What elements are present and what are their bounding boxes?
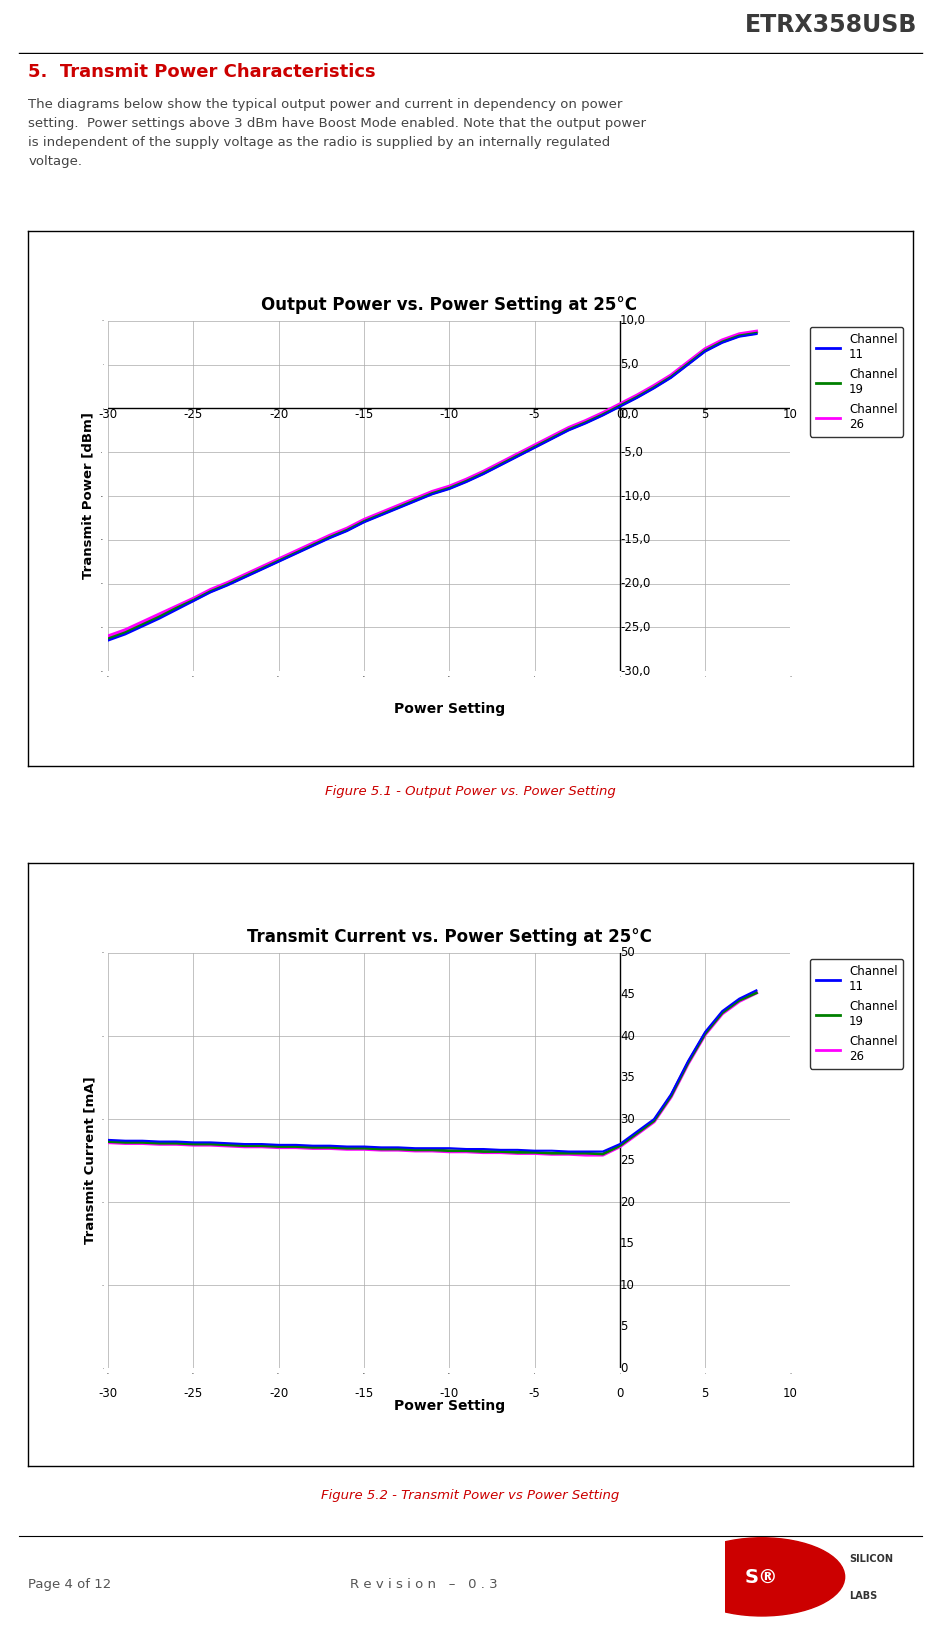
Text: Figure 5.2 - Transmit Power vs Power Setting: Figure 5.2 - Transmit Power vs Power Set…	[322, 1489, 619, 1502]
Text: -30,0: -30,0	[620, 665, 650, 678]
X-axis label: Power Setting: Power Setting	[393, 1399, 505, 1414]
Text: 5.  Transmit Power Characteristics: 5. Transmit Power Characteristics	[28, 62, 375, 81]
Text: 10: 10	[783, 1386, 798, 1399]
Text: 5: 5	[701, 409, 709, 422]
Text: -10,0: -10,0	[620, 490, 650, 502]
Text: -20: -20	[269, 1386, 288, 1399]
Text: 20: 20	[620, 1196, 635, 1209]
Legend: Channel
11, Channel
19, Channel
26: Channel 11, Channel 19, Channel 26	[810, 959, 903, 1069]
Text: 45: 45	[620, 989, 635, 1000]
Text: 30: 30	[620, 1113, 634, 1126]
Text: SILICON: SILICON	[849, 1554, 893, 1564]
Text: 0: 0	[616, 1386, 624, 1399]
Y-axis label: Transmit Current [mA]: Transmit Current [mA]	[83, 1077, 96, 1245]
Text: 25: 25	[620, 1155, 635, 1166]
Text: -30: -30	[99, 409, 118, 422]
Legend: Channel
11, Channel
19, Channel
26: Channel 11, Channel 19, Channel 26	[810, 327, 903, 437]
Text: -20,0: -20,0	[620, 577, 650, 590]
Text: The diagrams below show the typical output power and current in dependency on po: The diagrams below show the typical outp…	[28, 98, 646, 168]
Title: Output Power vs. Power Setting at 25°C: Output Power vs. Power Setting at 25°C	[262, 296, 637, 314]
Text: R e v i s i o n   –   0 . 3: R e v i s i o n – 0 . 3	[350, 1579, 497, 1592]
Text: 50: 50	[620, 946, 634, 959]
Text: 40: 40	[620, 1030, 635, 1043]
Text: -5: -5	[529, 1386, 540, 1399]
Text: -5,0: -5,0	[620, 446, 643, 459]
Text: 10,0: 10,0	[620, 314, 646, 327]
Text: S®: S®	[745, 1567, 778, 1587]
Text: -25,0: -25,0	[620, 621, 650, 634]
Text: 5: 5	[620, 1321, 628, 1333]
Text: -15,0: -15,0	[620, 533, 650, 546]
Text: Figure 5.1 - Output Power vs. Power Setting: Figure 5.1 - Output Power vs. Power Sett…	[326, 785, 615, 798]
Text: ETRX358USB: ETRX358USB	[745, 13, 917, 37]
Text: LABS: LABS	[849, 1592, 877, 1601]
Text: -15: -15	[355, 1386, 374, 1399]
Text: 0: 0	[620, 1362, 628, 1375]
Text: -25: -25	[183, 409, 203, 422]
Text: -5: -5	[529, 409, 540, 422]
Text: -20: -20	[269, 409, 288, 422]
Text: 15: 15	[620, 1238, 635, 1249]
Text: -30: -30	[99, 1386, 118, 1399]
Text: -25: -25	[183, 1386, 203, 1399]
Circle shape	[679, 1538, 845, 1616]
Text: 5: 5	[701, 1386, 709, 1399]
X-axis label: Power Setting: Power Setting	[393, 702, 505, 717]
Text: -15: -15	[355, 409, 374, 422]
Text: 5,0: 5,0	[620, 358, 638, 371]
Text: -10: -10	[439, 1386, 459, 1399]
Text: 10: 10	[620, 1279, 635, 1292]
Text: Page 4 of 12: Page 4 of 12	[28, 1579, 111, 1592]
Text: 35: 35	[620, 1072, 634, 1083]
Text: 0,0: 0,0	[620, 409, 638, 422]
Y-axis label: Transmit Power [dBm]: Transmit Power [dBm]	[82, 412, 95, 580]
Title: Transmit Current vs. Power Setting at 25°C: Transmit Current vs. Power Setting at 25…	[247, 929, 652, 946]
Text: -10: -10	[439, 409, 459, 422]
Text: 10: 10	[783, 409, 798, 422]
Text: 0: 0	[616, 409, 624, 422]
